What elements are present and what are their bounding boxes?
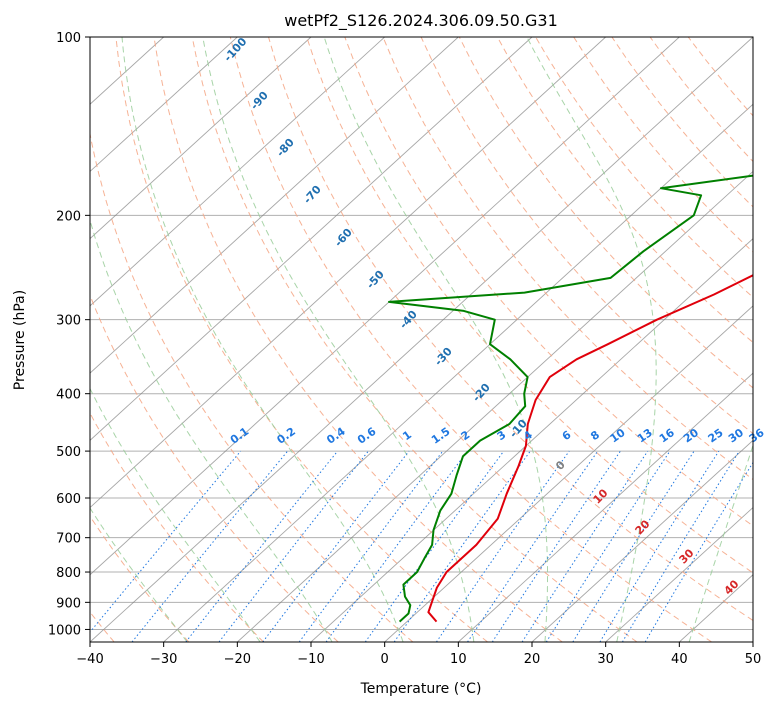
x-tick-label: 20 bbox=[524, 652, 541, 667]
y-tick-label: 500 bbox=[56, 445, 81, 460]
y-tick-label: 800 bbox=[56, 566, 81, 581]
y-tick-label: 700 bbox=[56, 532, 81, 547]
y-tick-label: 300 bbox=[56, 314, 81, 329]
chart-title: wetPf2_S126.2024.306.09.50.G31 bbox=[284, 11, 558, 31]
y-tick-label: 900 bbox=[56, 596, 81, 611]
x-tick-label: −30 bbox=[150, 652, 177, 667]
x-tick-label: −40 bbox=[76, 652, 103, 667]
x-tick-label: 0 bbox=[381, 652, 389, 667]
x-tick-label: −20 bbox=[224, 652, 251, 667]
x-tick-label: 10 bbox=[450, 652, 467, 667]
y-tick-label: 100 bbox=[56, 31, 81, 46]
y-tick-label: 400 bbox=[56, 388, 81, 403]
y-axis-label: Pressure (hPa) bbox=[12, 290, 28, 390]
y-tick-label: 200 bbox=[56, 209, 81, 224]
x-tick-label: 50 bbox=[745, 652, 762, 667]
y-tick-label: 600 bbox=[56, 492, 81, 507]
x-tick-label: 30 bbox=[597, 652, 614, 667]
x-tick-label: 40 bbox=[671, 652, 688, 667]
y-tick-label: 1000 bbox=[48, 623, 81, 638]
x-tick-label: −10 bbox=[297, 652, 324, 667]
x-axis-label: Temperature (°C) bbox=[360, 681, 482, 697]
